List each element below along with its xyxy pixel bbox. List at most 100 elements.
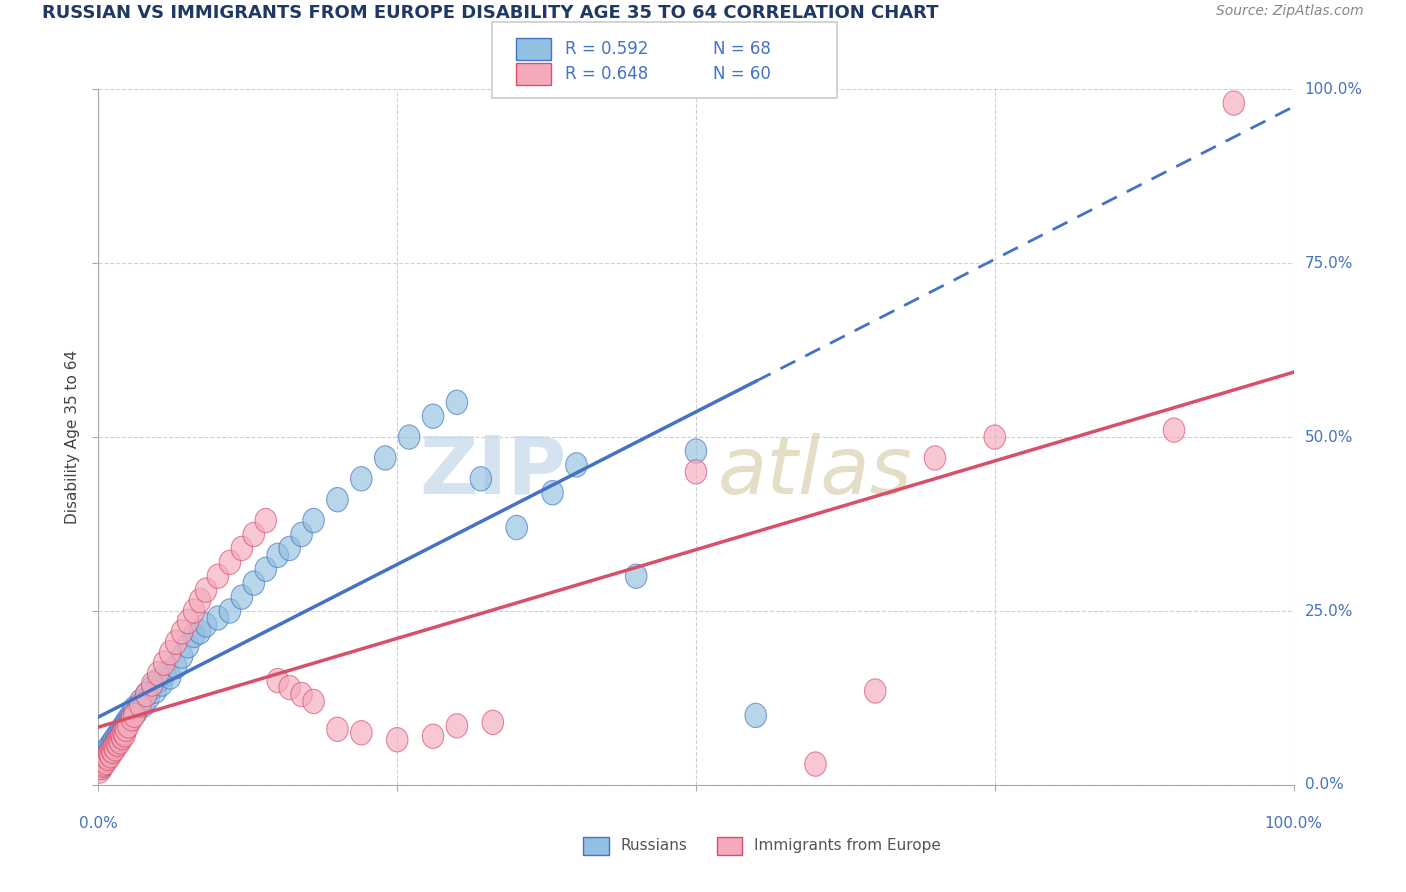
Ellipse shape xyxy=(117,712,138,736)
Ellipse shape xyxy=(183,599,205,624)
Ellipse shape xyxy=(219,550,240,574)
Ellipse shape xyxy=(114,715,135,740)
Ellipse shape xyxy=(326,488,349,512)
Ellipse shape xyxy=(103,734,125,759)
Ellipse shape xyxy=(243,571,264,595)
Ellipse shape xyxy=(89,752,111,776)
Text: 75.0%: 75.0% xyxy=(1305,256,1353,270)
Ellipse shape xyxy=(254,558,277,582)
Text: Source: ZipAtlas.com: Source: ZipAtlas.com xyxy=(1216,4,1364,19)
Ellipse shape xyxy=(984,425,1005,450)
Ellipse shape xyxy=(745,703,766,728)
Ellipse shape xyxy=(96,738,118,763)
Ellipse shape xyxy=(278,675,301,699)
Ellipse shape xyxy=(254,508,277,533)
Ellipse shape xyxy=(135,682,157,706)
Ellipse shape xyxy=(195,613,217,637)
Ellipse shape xyxy=(148,662,169,686)
Ellipse shape xyxy=(685,459,707,484)
Ellipse shape xyxy=(115,717,136,741)
Ellipse shape xyxy=(446,390,468,415)
Text: 100.0%: 100.0% xyxy=(1305,82,1362,96)
Ellipse shape xyxy=(112,721,135,745)
Ellipse shape xyxy=(177,609,198,633)
Ellipse shape xyxy=(118,706,139,731)
Ellipse shape xyxy=(446,714,468,738)
Ellipse shape xyxy=(114,723,135,747)
Ellipse shape xyxy=(100,738,121,763)
Ellipse shape xyxy=(108,728,129,752)
Ellipse shape xyxy=(98,734,120,759)
Ellipse shape xyxy=(541,481,564,505)
Ellipse shape xyxy=(98,741,120,766)
Ellipse shape xyxy=(93,745,114,769)
Ellipse shape xyxy=(177,633,198,658)
Ellipse shape xyxy=(127,699,148,724)
Ellipse shape xyxy=(1163,418,1185,442)
Ellipse shape xyxy=(124,703,145,728)
Ellipse shape xyxy=(166,630,187,655)
Ellipse shape xyxy=(422,724,444,748)
Ellipse shape xyxy=(91,754,112,778)
Ellipse shape xyxy=(291,682,312,706)
Ellipse shape xyxy=(150,672,173,697)
Ellipse shape xyxy=(129,690,150,714)
Ellipse shape xyxy=(865,679,886,703)
Ellipse shape xyxy=(172,644,193,668)
Text: Russians: Russians xyxy=(620,838,688,853)
Ellipse shape xyxy=(470,467,492,491)
Ellipse shape xyxy=(121,705,142,729)
Ellipse shape xyxy=(94,750,117,775)
Ellipse shape xyxy=(111,719,134,743)
Ellipse shape xyxy=(91,756,112,780)
Ellipse shape xyxy=(89,759,111,783)
Y-axis label: Disability Age 35 to 64: Disability Age 35 to 64 xyxy=(65,350,80,524)
Ellipse shape xyxy=(626,564,647,589)
Ellipse shape xyxy=(112,714,135,738)
Ellipse shape xyxy=(118,714,139,738)
Ellipse shape xyxy=(110,724,132,748)
Ellipse shape xyxy=(422,404,444,428)
Text: Immigrants from Europe: Immigrants from Europe xyxy=(754,838,941,853)
Text: R = 0.648: R = 0.648 xyxy=(565,65,648,83)
Ellipse shape xyxy=(1223,91,1244,115)
Ellipse shape xyxy=(94,747,115,771)
Ellipse shape xyxy=(110,723,131,747)
Text: atlas: atlas xyxy=(718,433,912,511)
Ellipse shape xyxy=(398,425,420,450)
Ellipse shape xyxy=(93,752,114,776)
Ellipse shape xyxy=(190,620,211,644)
Ellipse shape xyxy=(302,508,325,533)
Text: R = 0.592: R = 0.592 xyxy=(565,40,648,58)
Ellipse shape xyxy=(148,668,169,693)
Ellipse shape xyxy=(267,543,288,567)
Ellipse shape xyxy=(804,752,827,776)
Ellipse shape xyxy=(159,640,181,665)
Ellipse shape xyxy=(565,453,588,477)
Ellipse shape xyxy=(231,585,253,609)
Ellipse shape xyxy=(101,731,122,756)
Ellipse shape xyxy=(138,686,159,710)
Ellipse shape xyxy=(97,741,118,766)
Ellipse shape xyxy=(326,717,349,741)
Text: 50.0%: 50.0% xyxy=(1305,430,1353,444)
Text: 0.0%: 0.0% xyxy=(79,815,118,830)
Text: RUSSIAN VS IMMIGRANTS FROM EUROPE DISABILITY AGE 35 TO 64 CORRELATION CHART: RUSSIAN VS IMMIGRANTS FROM EUROPE DISABI… xyxy=(42,4,939,22)
Text: 25.0%: 25.0% xyxy=(1305,604,1353,618)
Ellipse shape xyxy=(100,744,121,768)
Ellipse shape xyxy=(350,721,373,745)
Ellipse shape xyxy=(291,523,312,547)
Ellipse shape xyxy=(104,730,127,754)
Ellipse shape xyxy=(115,710,136,734)
Ellipse shape xyxy=(924,446,946,470)
Ellipse shape xyxy=(94,744,117,768)
Ellipse shape xyxy=(90,748,111,772)
Ellipse shape xyxy=(124,697,145,721)
Ellipse shape xyxy=(142,675,163,699)
Ellipse shape xyxy=(207,606,229,630)
Ellipse shape xyxy=(219,599,240,624)
Ellipse shape xyxy=(145,679,166,703)
Ellipse shape xyxy=(103,739,124,764)
Ellipse shape xyxy=(195,578,217,602)
Ellipse shape xyxy=(153,651,174,675)
